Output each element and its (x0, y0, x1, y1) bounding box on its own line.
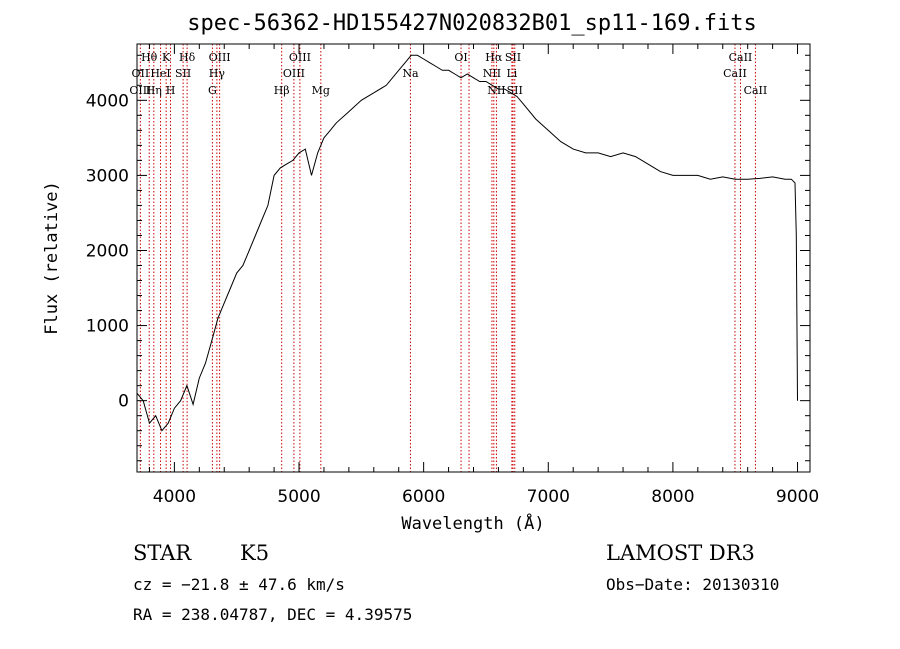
y-tick-label: 3000 (86, 166, 129, 186)
survey-name: LAMOST DR3 (606, 541, 755, 565)
line-id-label: H (166, 84, 176, 97)
line-id-label: NII (483, 67, 501, 80)
object-subclass: K5 (240, 541, 269, 565)
line-id-label: OI (454, 51, 467, 64)
line-id-label: CaII (729, 51, 753, 64)
x-tick-label: 8000 (651, 487, 694, 507)
line-id-label: Hβ (274, 84, 290, 97)
x-axis-label: Wavelength (Å) (401, 512, 544, 534)
line-id-label: SII (175, 67, 191, 80)
line-id-label: SII (507, 84, 523, 97)
line-id-label: K (162, 51, 171, 64)
redshift-info: cz = −21.8 ± 47.6 km/s (133, 575, 345, 594)
object-class: STAR (133, 541, 192, 565)
y-tick-label: 0 (118, 392, 129, 412)
x-tick-label: 7000 (527, 487, 570, 507)
x-axis-ticks: 4000 5000 6000 7000 8000 9000 (148, 44, 819, 507)
x-tick-label: 4000 (153, 487, 196, 507)
coordinates: RA = 238.04787, DEC = 4.39575 (133, 605, 412, 624)
x-tick-label: 9000 (776, 487, 819, 507)
line-id-label: Hδ (179, 51, 196, 64)
y-tick-label: 1000 (86, 317, 129, 337)
line-id-label: OIII (129, 84, 151, 97)
line-id-label: Hγ (209, 67, 226, 80)
line-id-label: OIII (209, 51, 231, 64)
spectrum-line (136, 54, 798, 432)
observation-date: Obs−Date: 20130310 (606, 575, 779, 594)
line-markers (139, 44, 756, 472)
line-id-label: CaII (723, 67, 747, 80)
line-id-label: NII (487, 84, 505, 97)
plot-frame (136, 43, 811, 473)
chart-title: spec-56362-HD155427N020832B01_sp11-169.f… (187, 11, 757, 36)
line-id-label: G (208, 84, 217, 97)
y-axis-label: Flux (relative) (42, 181, 62, 335)
line-id-label: Hη (146, 84, 162, 97)
line-labels: Hθ OII OIII K HeI Hη Hδ SII H OIII Hγ G OIII OIII Hβ Mg… (129, 51, 767, 97)
line-id-label: OIII (289, 51, 311, 64)
line-id-label: Hθ (141, 51, 158, 64)
line-id-label: Mg (312, 84, 330, 97)
line-id-label: OIII (283, 67, 305, 80)
y-tick-label: 4000 (86, 91, 129, 111)
x-tick-label: 6000 (402, 487, 445, 507)
line-id-label: HeI (150, 67, 170, 80)
y-axis-ticks: 0 1000 2000 3000 4000 (86, 54, 810, 462)
line-id-label: Na (402, 67, 419, 80)
y-tick-label: 2000 (86, 241, 129, 261)
line-id-label: OII (132, 67, 150, 80)
line-id-label: CaII (744, 84, 768, 97)
x-tick-label: 5000 (277, 487, 320, 507)
line-id-label: SII (505, 51, 521, 64)
line-id-label: Li (506, 67, 517, 80)
line-id-label: Hα (485, 51, 503, 64)
